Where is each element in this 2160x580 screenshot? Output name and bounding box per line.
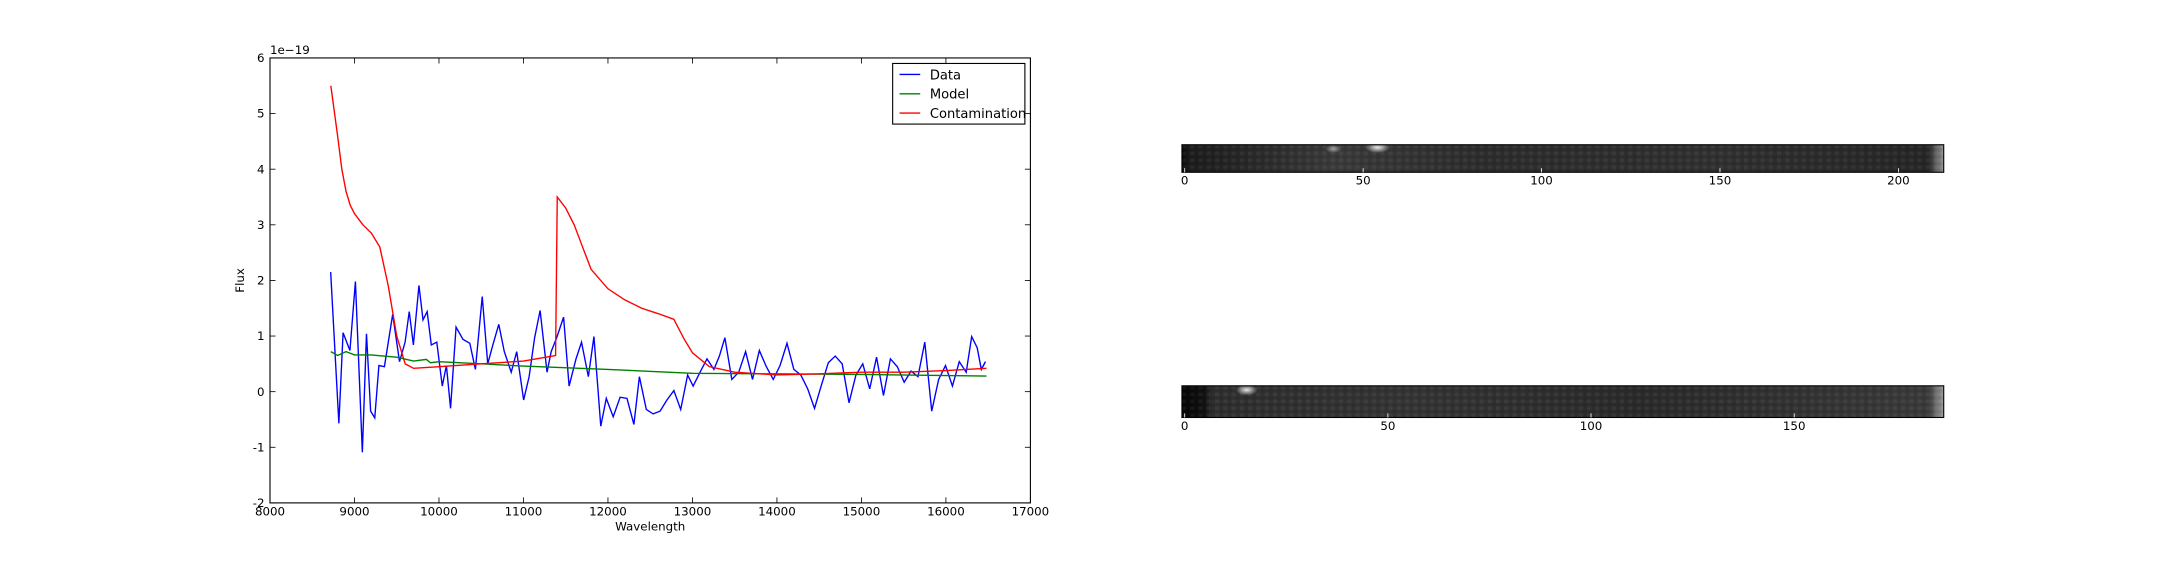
line-series <box>330 85 987 376</box>
image-noise <box>1181 385 1944 418</box>
x-tick-label: 100 <box>1530 174 1553 188</box>
image-spot <box>1325 144 1342 153</box>
image-spot <box>1365 141 1390 153</box>
x-tick-label: 0 <box>1181 174 1189 188</box>
x-tick-label: 13000 <box>674 504 712 518</box>
legend: Data Model Contamination <box>892 62 1026 125</box>
y-tick-label: -2 <box>253 496 265 510</box>
y-axis-label: Flux <box>233 268 247 293</box>
x-tick-label: 150 <box>1709 174 1732 188</box>
image-noise <box>1181 144 1944 173</box>
image-frame <box>1181 144 1945 173</box>
x-tick-label: 50 <box>1356 174 1371 188</box>
x-tick-label: 150 <box>1783 419 1806 433</box>
x-tick-label: 8000 <box>255 504 285 518</box>
line-series <box>330 350 987 377</box>
x-tick-label: 12000 <box>589 504 627 518</box>
x-tick-label: 10000 <box>420 504 458 518</box>
x-tick-label: 9000 <box>339 504 369 518</box>
legend-label: Data <box>930 68 961 83</box>
y-tick-label: 1 <box>257 329 265 343</box>
image-frame <box>1181 385 1945 419</box>
y-tick-label: 0 <box>257 385 265 399</box>
x-tick-label: 50 <box>1380 419 1395 433</box>
x-tick-label: 11000 <box>505 504 543 518</box>
x-tick-label: 0 <box>1181 419 1189 433</box>
legend-label: Contamination <box>930 107 1026 122</box>
image-panel-1 <box>1181 141 1945 173</box>
legend-label: Model <box>930 88 969 103</box>
x-axis-label: Wavelength <box>615 519 685 533</box>
y-tick-label: -1 <box>253 440 265 454</box>
y-tick-label: 3 <box>257 218 265 232</box>
y-tick-label: 6 <box>257 51 265 65</box>
x-tick-label: 15000 <box>843 504 881 518</box>
plot-area <box>269 57 1031 504</box>
line-series <box>329 272 987 453</box>
offset-text: 1e−19 <box>270 43 310 57</box>
image-panel-2 <box>1181 384 1945 419</box>
x-tick-label: 100 <box>1580 419 1603 433</box>
x-tick-label: 14000 <box>758 504 796 518</box>
x-tick-label: 17000 <box>1012 504 1050 518</box>
x-tick-label: 16000 <box>927 504 965 518</box>
y-tick-label: 4 <box>257 162 265 176</box>
y-tick-label: 5 <box>257 107 265 121</box>
x-tick-label: 200 <box>1887 174 1910 188</box>
image-spot <box>1235 384 1258 396</box>
y-tick-label: 2 <box>257 274 265 288</box>
